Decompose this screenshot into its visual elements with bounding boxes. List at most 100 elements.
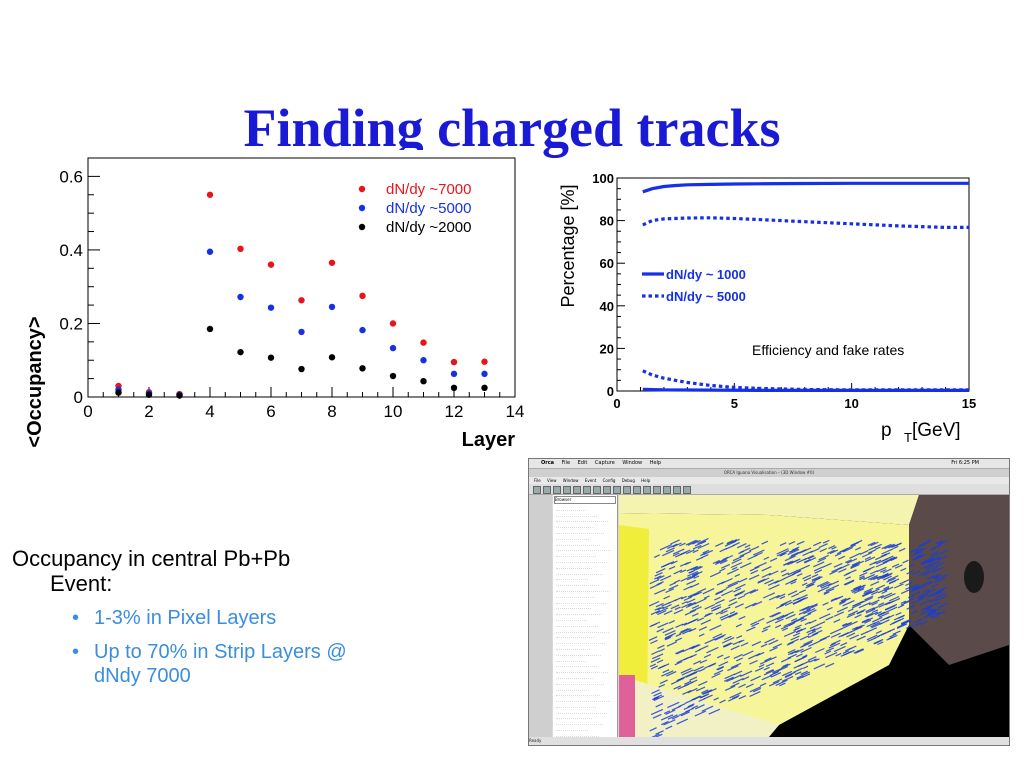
tree-row[interactable] [556,673,593,679]
track-hit [875,630,882,634]
track-hit [732,555,745,562]
app-menu-view[interactable]: View [546,478,557,483]
tree-row[interactable] [556,615,587,621]
toolbar-button[interactable] [603,486,611,494]
toolbar-button[interactable] [553,486,561,494]
app-menu-window[interactable]: Window [562,478,579,483]
track-hit [798,589,806,594]
tree-row[interactable] [556,702,596,708]
3d-scene-view[interactable] [619,495,1009,737]
menu-window[interactable]: Window [622,460,643,466]
tree-row[interactable] [556,609,602,616]
toolbar-button[interactable] [683,486,691,494]
track-hit [712,633,723,639]
menu-edit[interactable]: Edit [577,460,588,466]
tree-row[interactable] [556,685,589,691]
menu-help[interactable]: Help [649,460,662,466]
track-hit [735,583,746,590]
track-hit [765,662,775,668]
tree-row[interactable] [556,714,592,720]
toolbar-button[interactable] [583,486,591,494]
tree-row[interactable] [556,621,598,627]
tree-row[interactable] [556,604,591,610]
track-hit [775,624,782,629]
app-menu-debug[interactable]: Debug [621,478,635,483]
tree-row[interactable] [556,731,599,737]
track-hit [660,562,672,568]
track-hit [749,566,760,572]
app-menu-config[interactable]: Config [602,478,616,483]
tree-row[interactable] [556,534,589,540]
track-hit [745,683,754,688]
tree-row[interactable] [556,656,586,662]
menu-capture[interactable]: Capture [594,460,615,466]
track-hit [813,561,825,568]
menu-file[interactable]: File [561,460,571,466]
tree-row[interactable] [556,540,600,546]
track-hit [915,547,923,552]
tree-row[interactable] [556,708,607,714]
track-hit [674,660,683,666]
tree-row[interactable] [556,586,610,592]
track-hit [685,539,697,546]
tree-row[interactable] [556,644,590,650]
tree-row[interactable] [556,638,605,645]
tree-row[interactable] [556,563,592,569]
tree-row[interactable] [556,679,604,685]
tree-row[interactable] [556,511,597,517]
tree-row[interactable] [556,633,594,639]
tree-row[interactable] [556,719,603,726]
tree-header[interactable]: Browser [554,496,616,504]
toolbar-button[interactable] [573,486,581,494]
track-hit [893,617,905,624]
tree-row[interactable] [556,575,588,581]
track-hit [687,540,699,546]
track-hit [802,654,808,658]
track-hit [854,648,865,654]
tree-row[interactable] [556,662,597,668]
track-hit [819,637,827,642]
menu-orca[interactable]: Orca [541,460,555,466]
occupancy-point [420,339,427,346]
toolbar-button[interactable] [533,486,541,494]
toolbar-button[interactable] [543,486,551,494]
toolbar-button[interactable] [653,486,661,494]
toolbar-button[interactable] [663,486,671,494]
tree-row[interactable] [556,691,600,697]
app-menu-event[interactable]: Event [584,478,597,483]
app-menu-file[interactable]: File [534,478,541,483]
tree-row[interactable] [556,696,611,703]
tree-row[interactable] [556,725,588,732]
track-hit [716,654,724,659]
tree-row[interactable] [556,580,599,587]
tree-row[interactable] [556,557,607,563]
tree-row[interactable] [556,667,608,674]
track-hit [911,610,918,614]
tree-row[interactable] [556,650,601,656]
toolbar-button[interactable] [673,486,681,494]
tree-row[interactable] [556,551,596,558]
toolbar-button[interactable] [643,486,651,494]
tree-row[interactable] [556,627,609,633]
tree-row[interactable] [556,598,606,604]
toolbar-button[interactable] [563,486,571,494]
occupancy-point [237,348,244,356]
track-hit [905,624,915,629]
app-menu-help[interactable]: Help [641,478,651,483]
track-hit [929,611,942,618]
tree-row[interactable] [556,522,593,529]
tree-row[interactable] [556,569,603,575]
tree-row[interactable] [556,505,586,511]
occupancy-point [359,326,366,334]
toolbar-button[interactable] [633,486,641,494]
track-hit [714,633,726,641]
track-hit [919,599,932,606]
toolbar-button[interactable] [593,486,601,494]
toolbar-button[interactable] [623,486,631,494]
tree-row[interactable] [556,546,611,552]
tree-row[interactable] [556,517,608,523]
scene-tree-panel[interactable]: Browser [553,495,618,743]
tree-row[interactable] [556,592,595,598]
tree-row[interactable] [556,528,604,534]
toolbar-button[interactable] [613,486,621,494]
